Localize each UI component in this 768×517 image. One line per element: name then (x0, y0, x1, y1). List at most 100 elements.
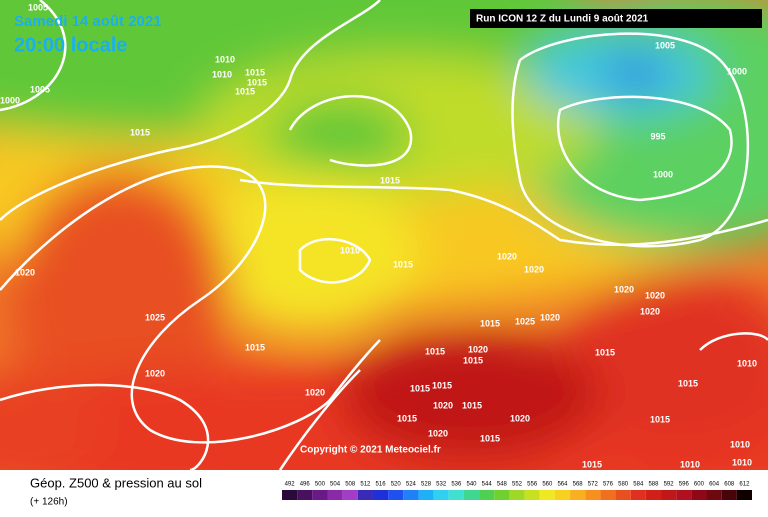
scale-swatch (615, 490, 631, 500)
scale-swatch (539, 490, 555, 500)
isobar-label: 1020 (645, 290, 665, 300)
scale-swatch (554, 490, 571, 500)
isobar-label: 1020 (428, 428, 448, 438)
run-box (470, 9, 762, 28)
isobar-label: 1005 (28, 2, 48, 12)
copyright: Copyright © 2021 Meteociel.fr (300, 445, 441, 456)
scale-label: 544 (482, 482, 493, 488)
scale-swatch (585, 490, 601, 500)
isobar-label: 1020 (468, 344, 488, 354)
isobar-label: 1015 (380, 175, 400, 185)
scale-swatch (600, 490, 616, 500)
scale-label: 592 (664, 482, 675, 488)
scale-label: 608 (724, 482, 735, 488)
forecast-date: Samedi 14 août 2021 (14, 13, 162, 30)
isobar-label: 1020 (540, 312, 560, 322)
isobar-label: 1020 (433, 400, 453, 410)
isobar-label: 1015 (463, 355, 483, 365)
scale-label: 552 (512, 482, 523, 488)
scale-swatch (630, 490, 646, 500)
scale-swatch (524, 490, 540, 500)
isobar-label: 1010 (737, 358, 757, 368)
scale-label: 576 (603, 482, 614, 488)
scale-swatch (721, 490, 737, 500)
isobar-label: 1025 (145, 312, 165, 322)
scale-label: 584 (633, 482, 644, 488)
lead-time: (+ 126h) (30, 497, 68, 508)
isobar-label: 1015 (462, 400, 482, 410)
scale-label: 612 (739, 482, 750, 488)
isobar-label: 1015 (650, 414, 670, 424)
isobar-label: 1015 (425, 346, 445, 356)
isobar-label: 1015 (235, 86, 255, 96)
scale-swatch (570, 490, 586, 500)
scale-label: 504 (330, 482, 341, 488)
isobar-label: 1005 (655, 40, 675, 50)
isobar-label: 1020 (145, 368, 165, 378)
isobar-label: 1015 (480, 318, 500, 328)
scale-label: 500 (315, 482, 326, 488)
scale-label: 516 (376, 482, 387, 488)
scale-swatch (372, 490, 389, 500)
isobar-label: 1025 (515, 316, 535, 326)
isobar-label: 1010 (730, 439, 750, 449)
isobar-label: 1015 (247, 77, 267, 87)
isobar-label: 1005 (30, 84, 50, 94)
scale-swatch (282, 490, 298, 500)
scale-swatch (433, 490, 449, 500)
isobar-label: 1020 (640, 306, 660, 316)
scale-swatch (676, 490, 692, 500)
isobar-label: 1020 (15, 267, 35, 277)
scale-label: 596 (679, 482, 690, 488)
isobar-label: 1010 (215, 54, 235, 64)
scale-label: 560 (542, 482, 553, 488)
isobar-label: 1010 (680, 459, 700, 469)
isobar-label: 1015 (393, 259, 413, 269)
scale-swatch (691, 490, 707, 500)
scale-label: 600 (694, 482, 705, 488)
isobar-label: 1020 (305, 387, 325, 397)
scale-swatch (297, 490, 313, 500)
scale-label: 588 (648, 482, 659, 488)
isobar-label: 1015 (410, 383, 430, 393)
scale-swatch (463, 490, 480, 500)
color-scale: 492 496 500 504 508 512 516 520 524 528 532 536 540 5… (282, 482, 752, 500)
scale-label: 496 (300, 482, 311, 488)
isobar-label: 1000 (653, 169, 673, 179)
scale-swatch (661, 490, 677, 500)
scale-label: 564 (557, 482, 568, 488)
scale-swatch (448, 490, 464, 500)
isobar-label: 1015 (130, 127, 150, 137)
scale-swatch (327, 490, 343, 500)
scale-label: 492 (285, 482, 296, 488)
scale-swatch (706, 490, 722, 500)
isobars (0, 0, 768, 444)
isobar-label: 1020 (510, 413, 530, 423)
scale-label: 568 (573, 482, 584, 488)
isobar-label: 1000 (727, 66, 747, 76)
isobar-label: 1020 (524, 264, 544, 274)
scale-label: 528 (421, 482, 432, 488)
scale-label: 532 (436, 482, 447, 488)
isobar-label: 1020 (497, 251, 517, 261)
scale-label: 520 (391, 482, 402, 488)
scale-swatch (645, 490, 662, 500)
forecast-time: 20:00 locale (14, 34, 127, 56)
scale-label: 556 (527, 482, 538, 488)
scale-label: 540 (467, 482, 478, 488)
isobar-label: 1015 (432, 380, 452, 390)
scale-swatch (418, 490, 434, 500)
isobar-label: 1010 (212, 69, 232, 79)
isobar-label: 1015 (678, 378, 698, 388)
scale-label: 604 (709, 482, 720, 488)
scale-swatch (403, 490, 419, 500)
scale-label: 572 (588, 482, 599, 488)
isobar-label: 1020 (614, 284, 634, 294)
scale-swatch (357, 490, 373, 500)
scale-swatch (494, 490, 510, 500)
scale-swatch (388, 490, 404, 500)
scale-swatch (342, 490, 358, 500)
isobar-label: 1015 (480, 433, 500, 443)
